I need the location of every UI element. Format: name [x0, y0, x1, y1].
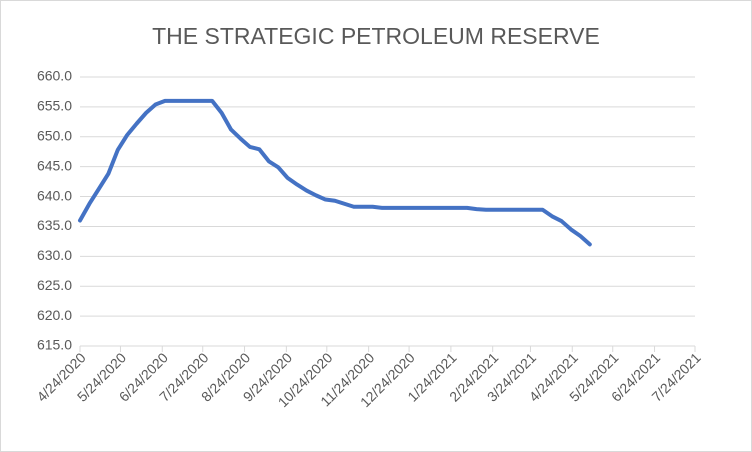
y-tick-label: 650.0	[37, 127, 72, 143]
y-tick-label: 630.0	[37, 247, 72, 263]
y-tick-label: 645.0	[37, 157, 72, 173]
y-tick-label: 640.0	[37, 187, 72, 203]
y-tick-label: 615.0	[37, 337, 72, 353]
y-tick-label: 655.0	[37, 98, 72, 114]
y-tick-label: 620.0	[37, 307, 72, 323]
data-line	[78, 98, 592, 247]
y-tick-label: 635.0	[37, 217, 72, 233]
y-tick-label: 660.0	[37, 68, 72, 84]
y-tick-label: 625.0	[37, 277, 72, 293]
chart-title: THE STRATEGIC PETROLEUM RESERVE	[152, 23, 600, 49]
